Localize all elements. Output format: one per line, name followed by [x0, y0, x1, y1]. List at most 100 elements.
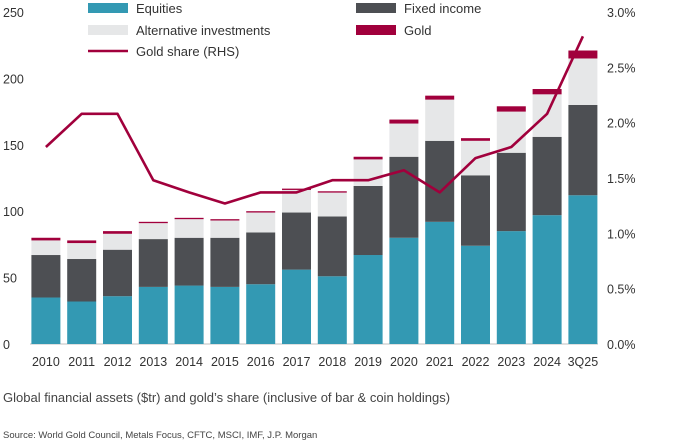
bar-fixed-income: [425, 140, 455, 222]
x-tick-label: 2024: [533, 355, 561, 369]
bar-fixed-income: [282, 212, 311, 270]
bar-fixed-income: [174, 237, 204, 286]
stacked-bars: [31, 50, 598, 344]
legend-label: Equities: [136, 1, 183, 16]
bar-alternative-investments: [568, 58, 598, 105]
bar-alternative-investments: [174, 219, 204, 238]
legend-swatch: [356, 25, 396, 35]
x-tick-label: 2015: [211, 355, 239, 369]
x-tick-label: 2012: [104, 355, 132, 369]
bar-equities: [282, 269, 311, 344]
bar-alternative-investments: [246, 212, 276, 233]
bar-equities: [461, 245, 490, 344]
y-tick-label: 0: [3, 338, 10, 352]
bar-fixed-income: [532, 136, 562, 216]
y2-tick-label: 2.5%: [607, 61, 636, 75]
y2-tick-label: 0.5%: [607, 283, 636, 297]
x-tick-label: 2023: [497, 355, 525, 369]
legend: Equities Fixed income Alternative investme…: [88, 1, 481, 59]
x-axis-labels: 2010 2011 2012 2013 2014 2015 2016 2017 2018 2019…: [32, 355, 598, 369]
bar-equities: [317, 276, 347, 344]
bar-fixed-income: [389, 156, 419, 238]
x-tick-label: 2018: [318, 355, 346, 369]
bar-fixed-income: [496, 152, 526, 232]
bar-gold: [103, 231, 132, 234]
bar-equities: [353, 255, 383, 344]
bar-fixed-income: [31, 255, 61, 298]
bar-alternative-investments: [317, 192, 347, 217]
legend-swatch: [356, 3, 396, 13]
bar-fixed-income: [246, 232, 276, 285]
bar-equities: [138, 286, 168, 344]
bar-equities: [174, 285, 204, 344]
bar-fixed-income: [210, 237, 240, 287]
x-tick-label: 2011: [68, 355, 95, 369]
y-tick-label: 150: [3, 139, 24, 153]
y2-tick-label: 0.0%: [607, 338, 636, 352]
y-tick-label: 100: [3, 205, 24, 219]
bar-fixed-income: [461, 175, 490, 246]
bar-gold: [496, 106, 526, 112]
legend-label: Gold share (RHS): [136, 44, 239, 59]
bar-equities: [67, 301, 97, 344]
bar-equities: [496, 231, 526, 344]
y-tick-label: 50: [3, 272, 17, 286]
bar-alternative-investments: [210, 220, 240, 238]
bar-gold: [353, 156, 383, 160]
bar-fixed-income: [67, 259, 97, 302]
bar-alternative-investments: [389, 123, 419, 157]
legend-item-gold: Gold: [356, 23, 431, 38]
x-tick-label: 2013: [139, 355, 167, 369]
bar-gold: [138, 221, 168, 224]
bar-alternative-investments: [425, 99, 455, 141]
bar-gold: [246, 211, 276, 213]
bar-gold: [210, 219, 240, 221]
bar-alternative-investments: [31, 240, 61, 256]
y2-tick-label: 3.0%: [607, 6, 636, 20]
y2-tick-label: 2.0%: [607, 117, 636, 131]
bar-equities: [425, 221, 455, 344]
bar-alternative-investments: [138, 223, 168, 240]
bar-gold: [425, 95, 455, 100]
y-tick-label: 200: [3, 72, 24, 86]
bar-equities: [568, 195, 598, 344]
y-axis-left: 0 50 100 150 200 250: [3, 6, 24, 352]
legend-label: Alternative investments: [136, 23, 271, 38]
bar-gold: [568, 50, 598, 59]
bar-equities: [532, 215, 562, 344]
chart-caption: Global financial assets ($tr) and gold’s…: [3, 390, 451, 405]
x-tick-label: 2017: [283, 355, 311, 369]
bar-equities: [389, 237, 419, 344]
bar-equities: [210, 286, 240, 344]
legend-item-gold-share-rhs: Gold share (RHS): [88, 44, 239, 59]
x-tick-label: 2019: [354, 355, 382, 369]
legend-item-equities: Equities: [88, 1, 183, 16]
legend-label: Fixed income: [404, 1, 481, 16]
bar-gold: [31, 237, 61, 241]
bar-gold: [174, 217, 204, 220]
x-tick-label: 2016: [247, 355, 275, 369]
x-tick-label: 2010: [32, 355, 60, 369]
legend-swatch: [88, 25, 128, 35]
y2-tick-label: 1.5%: [607, 172, 636, 186]
legend-item-alternative-investments: Alternative investments: [88, 23, 271, 38]
bar-gold: [389, 119, 419, 124]
bar-alternative-investments: [67, 243, 97, 260]
bar-equities: [31, 297, 61, 344]
bar-fixed-income: [103, 249, 132, 297]
x-tick-label: 3Q25: [568, 355, 599, 369]
legend-swatch: [88, 3, 128, 13]
bar-alternative-investments: [532, 94, 562, 137]
bar-gold: [317, 191, 347, 193]
bar-gold: [67, 240, 97, 244]
x-tick-label: 2021: [426, 355, 454, 369]
source-note: Source: World Gold Council, Metals Focus…: [3, 430, 318, 441]
gold-share-line-layer: [45, 35, 585, 205]
chart: 0 50 100 150 200 250 0.0% 0.5% 1.0% 1.5% 2.0% 2.5%…: [3, 1, 636, 369]
bar-alternative-investments: [353, 159, 383, 186]
bar-gold: [282, 188, 311, 190]
bar-fixed-income: [353, 185, 383, 256]
y2-tick-label: 1.0%: [607, 227, 636, 241]
legend-item-fixed-income: Fixed income: [356, 1, 481, 16]
y-tick-label: 250: [3, 6, 24, 20]
